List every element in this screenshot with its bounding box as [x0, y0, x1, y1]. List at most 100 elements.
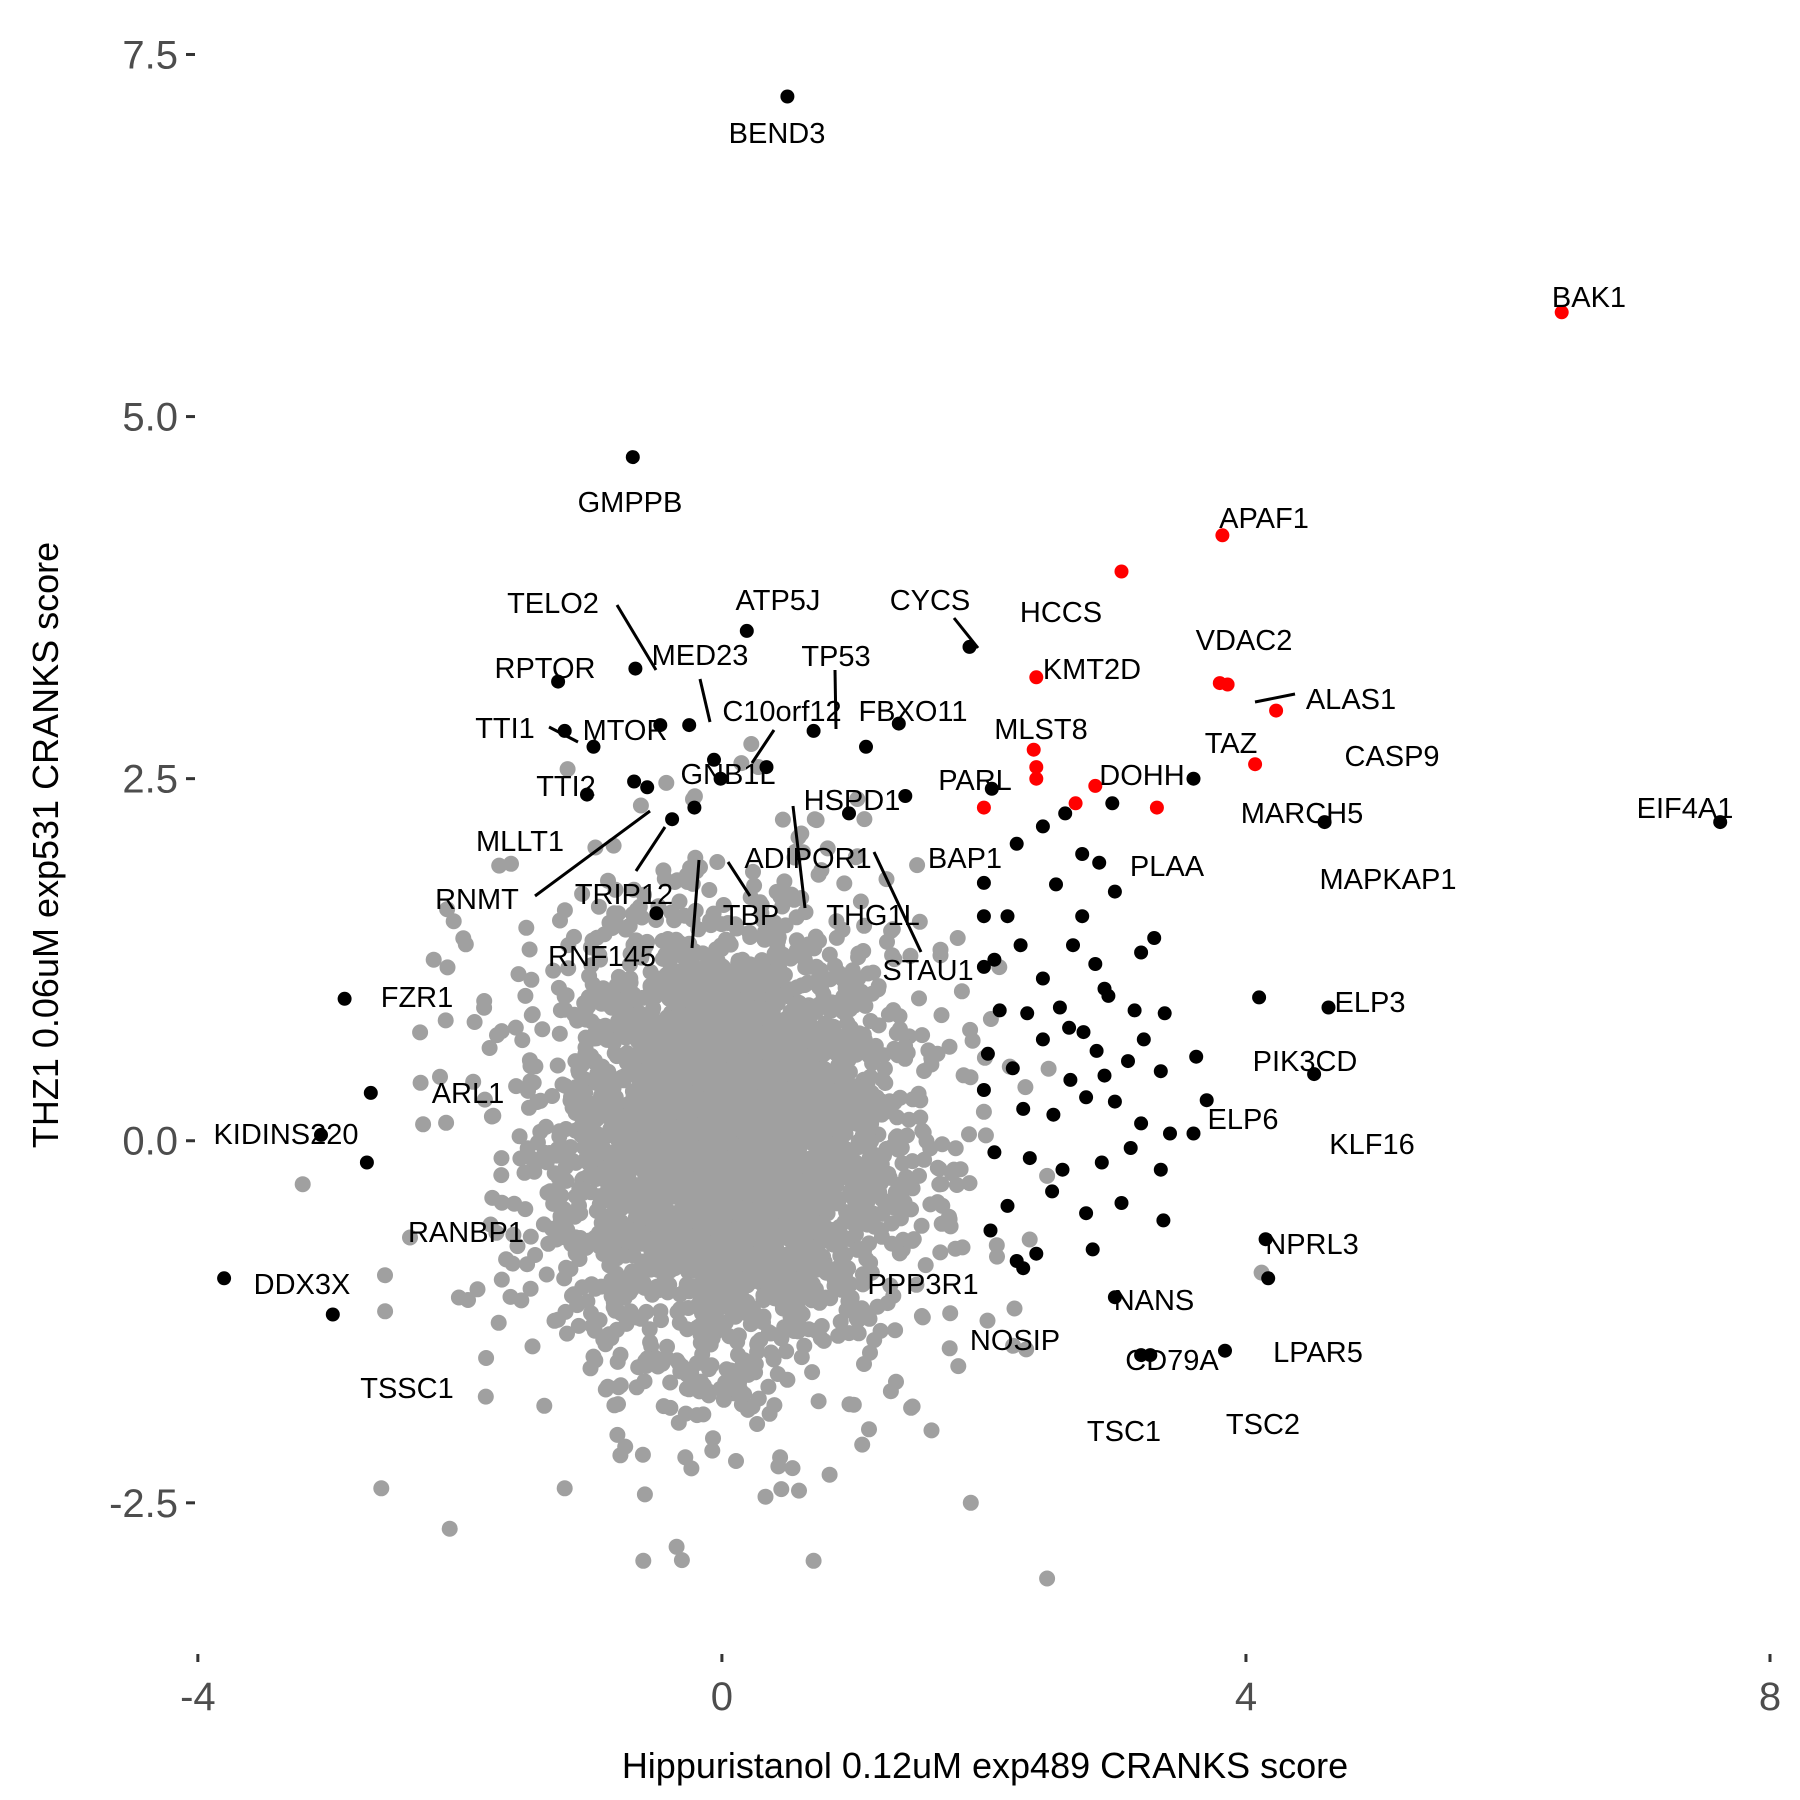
background-point: [678, 867, 695, 884]
background-point: [730, 1256, 747, 1273]
background-point: [837, 980, 854, 996]
black-point: [217, 1271, 232, 1286]
background-point: [828, 913, 845, 930]
background-point: [791, 1482, 807, 1499]
background-point: [887, 1322, 904, 1339]
background-point: [517, 1201, 534, 1218]
background-point: [732, 1296, 749, 1313]
leader-line: [690, 859, 701, 949]
background-point: [760, 1045, 777, 1061]
black-point: [1035, 819, 1050, 834]
background-point: [703, 1146, 720, 1163]
gene-label: TELO2: [507, 588, 599, 620]
background-point: [902, 947, 919, 964]
black-point: [1157, 1006, 1172, 1021]
black-point: [983, 1223, 998, 1238]
background-point: [810, 866, 827, 883]
background-point: [792, 1197, 809, 1214]
background-point: [743, 1085, 760, 1102]
background-point: [721, 1062, 738, 1079]
background-point: [670, 1414, 687, 1431]
background-point: [831, 1218, 848, 1235]
black-point: [1000, 909, 1015, 924]
background-point: [671, 1022, 688, 1039]
black-point: [1199, 1093, 1214, 1108]
background-point: [478, 1350, 495, 1366]
leader-line: [726, 861, 752, 897]
background-point: [559, 1325, 575, 1342]
background-point: [690, 1092, 706, 1109]
background-point: [819, 840, 836, 857]
background-point: [848, 1115, 865, 1132]
background-point: [847, 1096, 864, 1113]
background-point: [775, 946, 791, 963]
red-point: [1212, 676, 1227, 691]
background-point: [672, 1301, 688, 1317]
background-point: [856, 811, 873, 828]
gene-label: STAU1: [882, 955, 973, 987]
background-point: [781, 1029, 798, 1046]
background-point: [673, 1552, 690, 1569]
background-point: [769, 1260, 786, 1277]
gene-label: FBXO11: [858, 696, 967, 728]
background-point: [799, 1106, 816, 1123]
background-point: [510, 966, 527, 983]
background-point: [671, 893, 688, 910]
background-point: [795, 1122, 812, 1139]
background-point: [746, 877, 763, 894]
black-point: [359, 1155, 374, 1170]
background-point: [729, 1333, 746, 1350]
y-tick-label: 7.5: [122, 33, 178, 77]
background-point: [687, 1019, 704, 1036]
background-point: [536, 1397, 553, 1414]
background-point: [770, 932, 786, 949]
background-point: [836, 875, 853, 892]
background-point: [609, 1246, 626, 1263]
background-point: [718, 1361, 735, 1378]
background-point: [952, 1161, 969, 1178]
background-point: [609, 1353, 626, 1370]
background-point: [911, 990, 927, 1007]
gene-label: PPP3R1: [867, 1269, 978, 1301]
background-point: [666, 907, 683, 924]
background-point: [744, 1248, 761, 1265]
background-point: [538, 1118, 554, 1135]
background-point: [714, 958, 731, 975]
gene-label: THG1L: [826, 900, 919, 932]
background-point: [573, 1088, 589, 1105]
background-point: [797, 1251, 814, 1268]
black-point: [580, 787, 594, 802]
background-point: [591, 985, 608, 1002]
background-point: [801, 1224, 818, 1241]
background-point: [841, 1396, 858, 1413]
background-point: [942, 1305, 959, 1322]
background-point: [849, 1312, 866, 1329]
background-point: [742, 1316, 759, 1333]
background-point: [713, 916, 730, 933]
background-point: [753, 1222, 770, 1238]
background-point: [644, 1020, 661, 1037]
background-point: [700, 1387, 717, 1404]
background-point: [653, 1312, 669, 1329]
background-point: [934, 1197, 951, 1214]
background-point: [626, 1015, 643, 1032]
gene-label: TRIP12: [575, 879, 673, 911]
background-point: [632, 797, 649, 814]
background-point: [923, 1050, 940, 1067]
background-point: [899, 1127, 915, 1144]
black-point: [1713, 815, 1728, 830]
background-point: [658, 1155, 675, 1172]
background-point: [586, 1030, 603, 1047]
background-point: [569, 1012, 586, 1029]
background-point: [625, 1247, 642, 1264]
background-point: [1005, 1337, 1022, 1354]
black-point: [1321, 1000, 1336, 1015]
background-point: [747, 1356, 764, 1373]
background-point: [789, 1062, 805, 1079]
background-point: [558, 987, 575, 1004]
black-point: [1261, 1271, 1276, 1286]
gene-label: ALAS1: [1306, 684, 1396, 716]
leader-line: [698, 678, 712, 723]
gene-label: PLAA: [1130, 851, 1205, 883]
